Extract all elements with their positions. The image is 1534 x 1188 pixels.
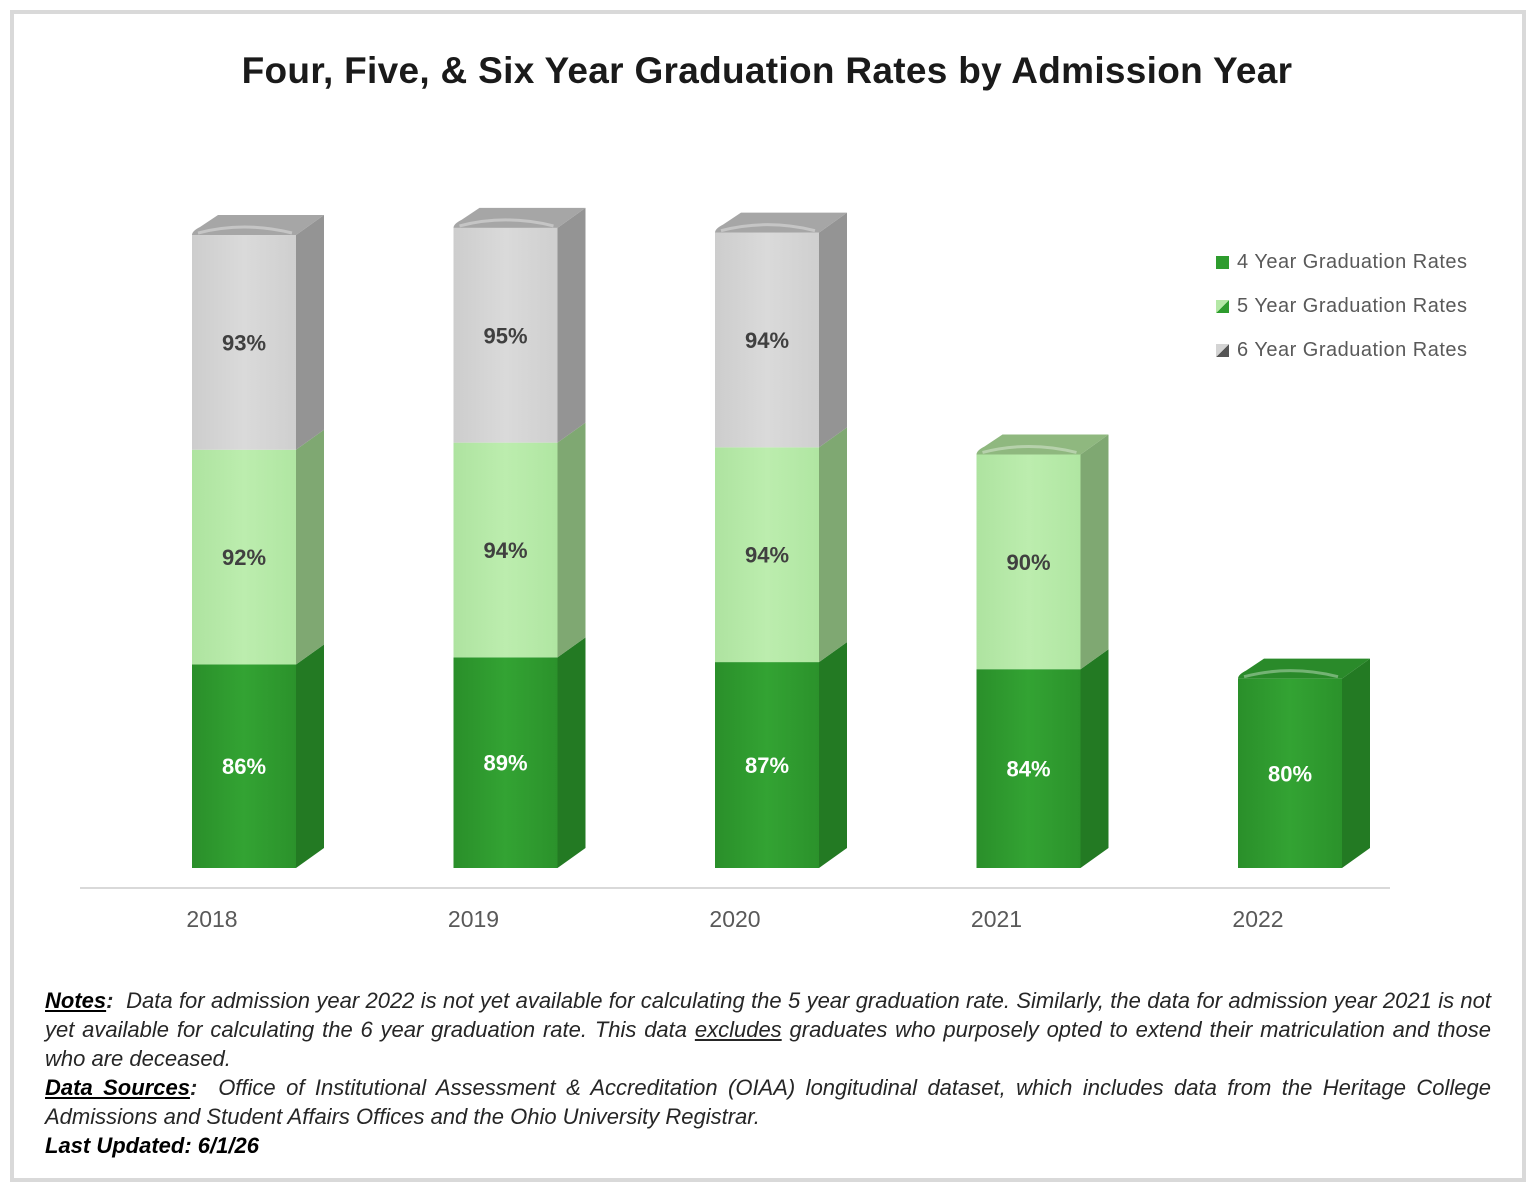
notes-label: Notes <box>45 988 107 1013</box>
updated-paragraph: Last Updated: 6/1/26 <box>45 1131 1491 1160</box>
bar-2021-s1 <box>976 669 1081 868</box>
data-label-2020-s3: 94% <box>745 328 789 353</box>
notes-text: Data for admission year 2022 is not yet … <box>45 988 1491 1042</box>
data-label-2021-s2: 90% <box>1006 550 1050 575</box>
x-tick-label-2019: 2019 <box>448 906 499 932</box>
bar-2019-s2 <box>453 442 558 658</box>
notes-tail: graduates who purposely opted to extend … <box>45 1017 1491 1071</box>
x-tick-label-2022: 2022 <box>1232 906 1283 932</box>
bar-side-2019-s2 <box>557 422 586 658</box>
legend-item-4yr: 4 Year Graduation Rates <box>1216 240 1468 284</box>
legend-label-5yr: 5 Year Graduation Rates <box>1237 294 1468 317</box>
last-updated: Last Updated: 6/1/26 <box>45 1133 259 1158</box>
bar-side-2021-s1 <box>1080 649 1109 868</box>
bar-side-2018-s3 <box>296 215 324 450</box>
bar-highlight-2021 <box>982 444 1077 454</box>
legend: 4 Year Graduation Rates 5 Year Graduatio… <box>1216 240 1468 372</box>
legend-label-4yr: 4 Year Graduation Rates <box>1237 250 1468 273</box>
notes-paragraph: Notes: Data for admission year 2022 is n… <box>45 988 1491 1071</box>
legend-swatch-5yr <box>1216 299 1229 313</box>
data-label-2019-s1: 89% <box>483 751 527 776</box>
data-label-2020-s1: 87% <box>745 753 789 778</box>
bar-side-2022-s1 <box>1342 658 1370 868</box>
sources-text: Office of Institutional Assessment & Acc… <box>45 1075 1491 1129</box>
bar-side-2019-s1 <box>557 637 586 868</box>
legend-label-6yr: 6 Year Graduation Rates <box>1237 338 1468 361</box>
bar-2020-s3 <box>715 232 819 448</box>
data-label-2020-s2: 94% <box>745 543 789 568</box>
x-tick-label-2020: 2020 <box>709 906 760 932</box>
bar-2019-s3 <box>453 227 558 443</box>
bar-top-2020 <box>715 212 847 233</box>
bar-side-2020-s1 <box>819 642 847 868</box>
data-label-2022-s1: 80% <box>1268 761 1312 786</box>
bar-2020-s2 <box>715 447 819 663</box>
data-label-2018-s3: 93% <box>222 330 266 355</box>
bar-side-2020-s3 <box>819 212 847 448</box>
data-label-2021-s1: 84% <box>1006 757 1050 782</box>
bar-side-2020-s2 <box>819 427 847 663</box>
bar-2021-s2 <box>976 454 1081 670</box>
bar-side-2018-s1 <box>296 644 324 868</box>
legend-swatch-4yr <box>1216 255 1229 269</box>
bar-top-2018 <box>192 215 324 236</box>
bar-2018-s1 <box>192 664 296 868</box>
bar-2022-s1 <box>1238 678 1342 868</box>
bar-top-2021 <box>976 434 1109 455</box>
legend-item-6yr: 6 Year Graduation Rates <box>1216 328 1468 372</box>
data-label-2019-s3: 95% <box>483 323 527 348</box>
notes-emphasis: excludes <box>694 1017 782 1042</box>
chart-title: Four, Five, & Six Year Graduation Rates … <box>241 50 1293 91</box>
bar-2020-s1 <box>715 662 819 868</box>
data-label-2018-s1: 86% <box>222 754 266 779</box>
bar-top-2022 <box>1238 658 1370 679</box>
chart-frame <box>10 10 1526 1182</box>
data-label-2019-s2: 94% <box>483 538 527 563</box>
bar-top-2019 <box>453 207 586 228</box>
bar-2019-s1 <box>453 657 558 868</box>
bar-highlight-2018 <box>197 225 293 235</box>
sources-label: Data Sources <box>45 1075 190 1100</box>
bar-side-2018-s2 <box>296 429 324 665</box>
sources-paragraph: Data Sources: Office of Institutional As… <box>45 1075 1491 1129</box>
notes-block: Notes: Data for admission year 2022 is n… <box>45 986 1491 1160</box>
bar-2018-s3 <box>192 235 296 450</box>
bar-side-2019-s3 <box>557 207 586 443</box>
x-tick-label-2021: 2021 <box>971 906 1022 932</box>
bar-2018-s2 <box>192 449 296 665</box>
legend-swatch-6yr <box>1216 343 1229 357</box>
x-tick-label-2018: 2018 <box>186 906 237 932</box>
bar-highlight-2022 <box>1243 669 1339 679</box>
bar-highlight-2019 <box>459 218 554 228</box>
legend-item-5yr: 5 Year Graduation Rates <box>1216 284 1468 328</box>
data-label-2018-s2: 92% <box>222 545 266 570</box>
bar-highlight-2020 <box>720 223 816 233</box>
bar-side-2021-s2 <box>1080 434 1109 670</box>
